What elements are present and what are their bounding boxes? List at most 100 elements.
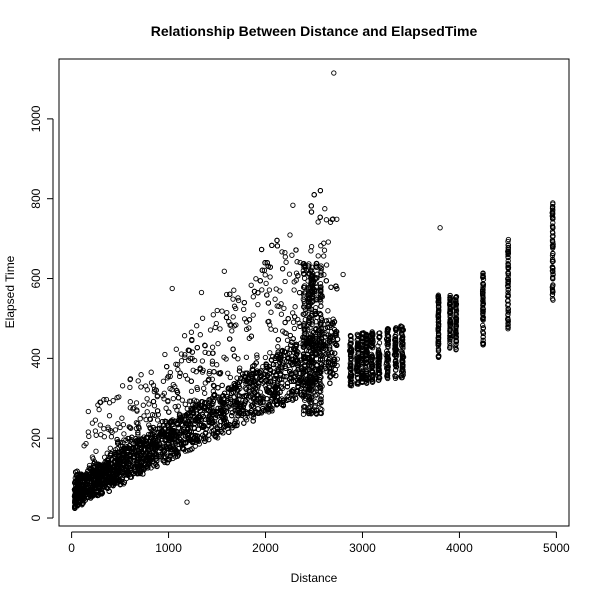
data-point bbox=[115, 449, 121, 455]
data-point bbox=[241, 299, 247, 306]
data-point bbox=[175, 445, 182, 452]
data-point bbox=[154, 444, 160, 451]
data-point bbox=[384, 365, 391, 371]
data-point bbox=[292, 395, 299, 401]
data-point bbox=[290, 387, 296, 393]
data-point bbox=[283, 365, 289, 371]
data-point bbox=[194, 415, 200, 421]
data-point bbox=[94, 492, 101, 499]
data-point bbox=[241, 306, 247, 313]
data-point bbox=[364, 366, 370, 373]
data-point bbox=[255, 410, 262, 417]
data-point bbox=[154, 392, 161, 399]
data-point bbox=[285, 355, 291, 362]
data-point bbox=[233, 322, 239, 328]
data-point bbox=[281, 373, 287, 380]
data-point bbox=[284, 345, 290, 352]
data-point bbox=[235, 356, 241, 362]
data-point bbox=[99, 463, 105, 470]
data-point bbox=[164, 363, 170, 370]
data-point bbox=[119, 464, 125, 471]
data-point bbox=[121, 479, 128, 485]
data-point bbox=[96, 406, 102, 413]
data-point bbox=[278, 371, 284, 377]
data-point bbox=[324, 369, 330, 375]
data-point bbox=[83, 471, 90, 477]
data-point bbox=[205, 377, 211, 384]
data-point bbox=[375, 350, 381, 356]
data-point bbox=[206, 368, 213, 375]
data-point bbox=[158, 431, 165, 437]
x-axis-label: Distance bbox=[291, 571, 338, 585]
data-point bbox=[284, 383, 291, 390]
data-point bbox=[363, 363, 369, 370]
data-point bbox=[200, 367, 206, 373]
data-point bbox=[141, 455, 147, 462]
data-point bbox=[108, 450, 114, 457]
data-point bbox=[348, 356, 354, 362]
data-point bbox=[201, 424, 207, 430]
data-point bbox=[265, 380, 272, 386]
data-point bbox=[219, 409, 226, 415]
data-point bbox=[127, 376, 134, 382]
data-point bbox=[202, 349, 208, 356]
data-point bbox=[223, 422, 230, 428]
data-point bbox=[327, 366, 333, 372]
data-point bbox=[283, 259, 289, 265]
data-point bbox=[164, 445, 170, 452]
data-point bbox=[253, 385, 259, 391]
data-point bbox=[156, 434, 162, 440]
data-point bbox=[298, 365, 304, 371]
data-point bbox=[121, 458, 127, 465]
data-point bbox=[73, 480, 80, 486]
data-point bbox=[144, 434, 150, 440]
data-point bbox=[97, 481, 103, 488]
data-point bbox=[264, 396, 270, 402]
data-point bbox=[281, 349, 288, 355]
data-point bbox=[199, 358, 206, 364]
data-point bbox=[138, 446, 145, 452]
data-point bbox=[127, 384, 133, 391]
data-point bbox=[284, 393, 290, 399]
data-point bbox=[348, 333, 354, 340]
data-point bbox=[174, 433, 180, 439]
data-point bbox=[376, 353, 383, 359]
data-point bbox=[227, 336, 233, 342]
data-point bbox=[399, 338, 405, 344]
data-point bbox=[175, 449, 181, 455]
data-point bbox=[126, 446, 133, 452]
data-point bbox=[133, 425, 140, 432]
data-point bbox=[321, 247, 328, 253]
data-point bbox=[200, 432, 206, 438]
data-point bbox=[308, 203, 314, 209]
data-point bbox=[242, 398, 249, 404]
data-point bbox=[280, 402, 286, 408]
data-point bbox=[202, 390, 208, 396]
data-point bbox=[190, 418, 196, 424]
data-point bbox=[197, 332, 203, 338]
data-point bbox=[375, 356, 381, 363]
data-point bbox=[97, 422, 103, 428]
data-point bbox=[73, 500, 79, 507]
data-point bbox=[289, 388, 295, 394]
data-point bbox=[399, 336, 405, 342]
data-point bbox=[267, 350, 273, 356]
y-axis-label: Elapsed Time bbox=[3, 255, 17, 328]
data-point bbox=[287, 232, 293, 238]
data-point bbox=[114, 446, 120, 452]
data-point bbox=[163, 418, 169, 425]
data-point bbox=[285, 316, 291, 322]
data-point bbox=[182, 354, 188, 360]
data-point bbox=[217, 326, 223, 332]
data-point bbox=[109, 482, 115, 488]
data-point bbox=[143, 383, 149, 389]
data-point bbox=[242, 415, 248, 421]
data-point bbox=[260, 396, 266, 402]
data-point bbox=[222, 423, 228, 430]
data-point bbox=[269, 242, 275, 249]
data-point bbox=[323, 262, 330, 268]
data-point bbox=[332, 366, 338, 373]
data-point bbox=[268, 309, 274, 315]
data-point bbox=[248, 410, 254, 416]
data-point bbox=[220, 393, 227, 399]
